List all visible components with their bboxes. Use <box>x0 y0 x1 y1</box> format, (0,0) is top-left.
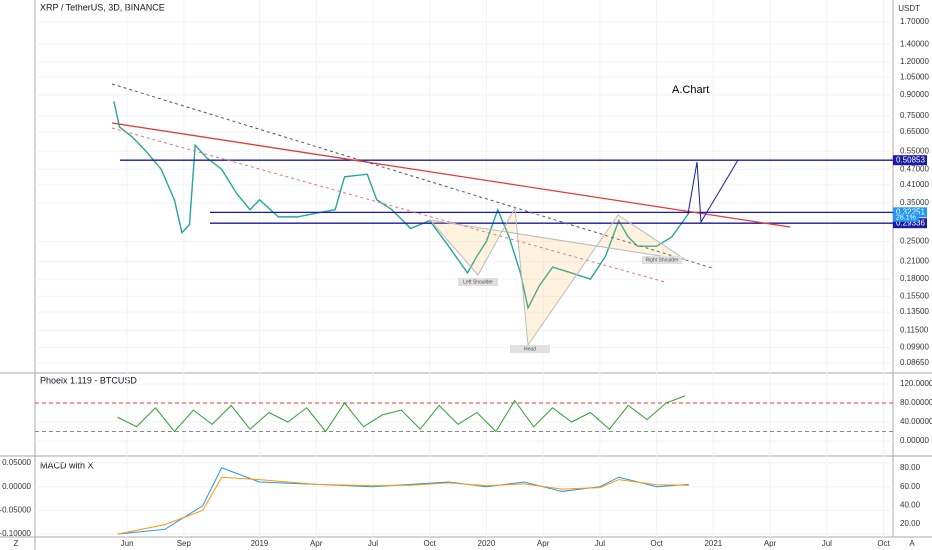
pattern-label-bg <box>510 345 550 353</box>
y-tick-label: 0.15500 <box>900 291 929 300</box>
y-tick-label: 1.70000 <box>900 17 929 26</box>
indicator-title: Phoeix 1.119 - BTCUSD <box>40 375 137 385</box>
y-tick-label: 80.00000 <box>900 398 932 407</box>
corner-label[interactable]: Z <box>14 539 19 548</box>
y-tick-label: 0.75000 <box>900 111 929 120</box>
percent-badge <box>893 213 919 222</box>
y-tick-label: 1.40000 <box>900 39 929 48</box>
y-tick-label: 0.00000 <box>900 436 929 445</box>
pattern-label-bg <box>458 278 498 286</box>
y-tick-label: -0.05000 <box>0 505 32 514</box>
x-tick-label: 2019 <box>251 539 269 548</box>
indicator-title: MACD with X <box>40 460 94 470</box>
y-tick-label: 0.25000 <box>900 237 929 246</box>
y-tick-label: 1.20000 <box>900 57 929 66</box>
x-tick-label: Sep <box>177 539 192 548</box>
y-tick-label: 0.05000 <box>2 458 31 467</box>
x-tick-label: Oct <box>423 539 436 548</box>
y-tick-label: -0.10000 <box>0 529 32 538</box>
price-badge <box>893 207 927 218</box>
corner-label[interactable]: A <box>909 539 915 548</box>
y-tick-label: 0.90000 <box>900 90 929 99</box>
data-line <box>117 395 686 433</box>
y-tick-label: 40.00000 <box>900 417 932 426</box>
pattern-label: Head <box>524 346 536 352</box>
x-tick-label: Apr <box>764 539 777 548</box>
y-tick-label: 0.47000 <box>900 164 929 173</box>
y-tick-label: 0.13500 <box>900 307 929 316</box>
x-tick-label: Oct <box>877 539 890 548</box>
data-line <box>117 467 689 535</box>
y-tick-label: 0.18000 <box>900 274 929 283</box>
pattern-label: Right Shoulder <box>645 257 678 263</box>
price-badge-label: 0.50853 <box>896 155 925 164</box>
trendline <box>111 83 713 269</box>
price-badge-label: 0.32251 <box>896 207 925 216</box>
y-tick-label: 0.55000 <box>900 146 929 155</box>
price-badge-label: 0.29336 <box>896 218 925 227</box>
data-line <box>117 476 689 535</box>
x-tick-label: Jul <box>595 539 605 548</box>
x-tick-label: Jun <box>121 539 134 548</box>
x-tick-label: Jul <box>368 539 378 548</box>
currency: USDT <box>898 4 920 13</box>
y-tick-label: 0.65000 <box>900 127 929 136</box>
pattern-label-bg <box>642 256 682 264</box>
y2-tick-label: 20.00 <box>900 519 921 528</box>
x-tick-label: 2021 <box>704 539 722 548</box>
x-tick-label: Apr <box>537 539 550 548</box>
y-tick-label: 0.11500 <box>900 326 929 335</box>
y-tick-label: 0.21000 <box>900 257 929 266</box>
y2-tick-label: 60.00 <box>900 482 921 491</box>
x-tick-label: Jul <box>822 539 832 548</box>
pattern-label: Left Shoulder <box>463 279 493 285</box>
y-tick-label: 120.00000 <box>900 379 932 388</box>
x-tick-label: Oct <box>650 539 663 548</box>
annotation: A.Chart <box>672 84 709 96</box>
percent-label: 28.1% <box>896 215 916 222</box>
price-badge <box>893 155 927 166</box>
x-tick-label: Apr <box>310 539 323 548</box>
y-tick-label: 0.08650 <box>900 358 929 367</box>
data-line <box>113 101 690 310</box>
symbol-title: XRP / TetherUS, 3D, BINANCE <box>40 2 165 12</box>
y2-tick-label: 40.00 <box>900 500 921 509</box>
y2-tick-label: 80.00 <box>900 463 921 472</box>
y-tick-label: 0.09900 <box>900 343 929 352</box>
price-badge <box>893 218 927 229</box>
y-tick-label: 1.05000 <box>900 72 929 81</box>
x-tick-label: 2020 <box>478 539 496 548</box>
y-tick-label: 0.35000 <box>900 198 929 207</box>
projection-arrow <box>687 159 739 224</box>
y-tick-label: 0.41000 <box>900 180 929 189</box>
y-tick-label: 0.00000 <box>2 482 31 491</box>
trendline <box>111 122 791 228</box>
